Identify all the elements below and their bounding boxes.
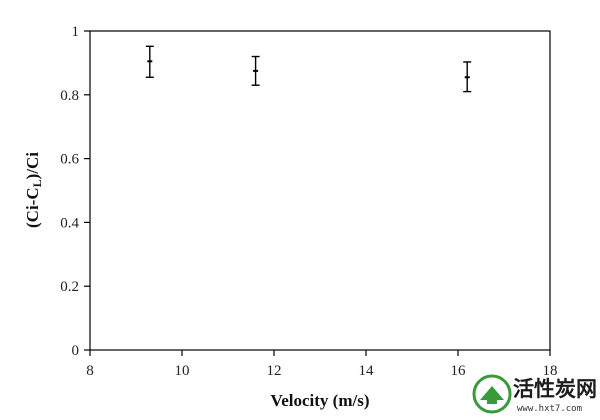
y-tick-label: 0.4: [60, 215, 79, 231]
y-tick-label: 0: [72, 343, 80, 359]
x-tick-label: 10: [175, 363, 190, 379]
watermark-title: 活性炭网: [513, 377, 597, 401]
x-tick-label: 18: [543, 363, 558, 379]
y-tick-label: 0.2: [60, 279, 79, 295]
y-tick-label: 0.8: [60, 88, 79, 104]
data-point: [251, 55, 260, 86]
data-point: [463, 61, 472, 93]
plot-area-frame: [89, 30, 551, 351]
data-series: [145, 45, 472, 93]
x-axis-title: Velocity (m/s): [271, 391, 370, 410]
y-axis-title: (Ci-CL)/Ci: [23, 152, 44, 228]
y-tick-label: 0.6: [60, 152, 79, 168]
x-tick-label: 12: [267, 363, 282, 379]
x-tick-label: 8: [86, 363, 94, 379]
watermark-logo-icon: [472, 374, 512, 414]
watermark-url: www.hxt7.com: [517, 404, 582, 414]
x-tick-label: 16: [451, 363, 467, 379]
y-axis: 0 0.2 0.4 0.6 0.8 1: [60, 24, 90, 359]
y-tick-label: 1: [72, 24, 80, 40]
x-tick-label: 14: [359, 363, 375, 379]
watermark: 活性炭网 www.hxt7.com: [472, 374, 597, 414]
data-point: [145, 45, 154, 78]
x-axis: 8 10 12 14 16 18: [86, 350, 558, 379]
